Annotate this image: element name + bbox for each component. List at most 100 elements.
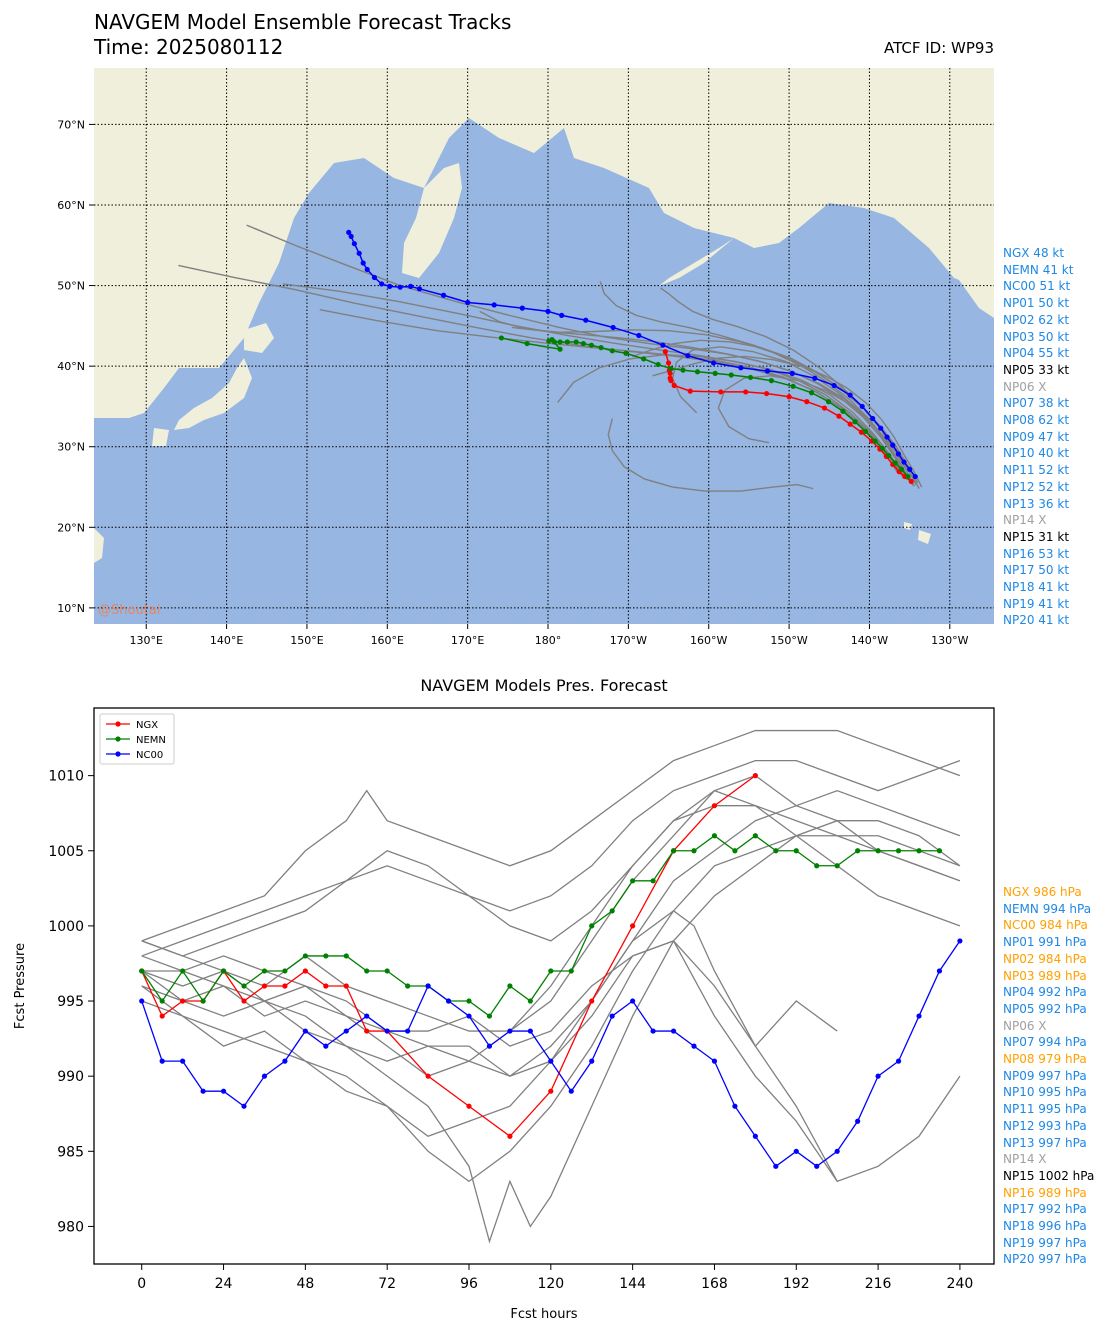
map-tracks bbox=[178, 224, 923, 492]
pres-label: NP03 989 hPa bbox=[1003, 968, 1087, 983]
pressure-point-nemn bbox=[691, 848, 697, 854]
track-nc00 bbox=[346, 229, 918, 480]
lon-tick-label: 130°E bbox=[130, 634, 163, 647]
pressure-point-ngx bbox=[343, 983, 349, 989]
pres-label: NP14 X bbox=[1003, 1152, 1047, 1167]
pressure-point-nc00 bbox=[752, 1133, 758, 1139]
pressure-point-nemn bbox=[180, 968, 186, 974]
track-point-nc00 bbox=[660, 342, 666, 348]
pressure-point-nemn bbox=[282, 968, 288, 974]
track-point-nc00 bbox=[907, 466, 913, 472]
pres-label: NP15 1002 hPa bbox=[1003, 1168, 1095, 1183]
wind-label: NP14 X bbox=[1003, 513, 1047, 528]
track-point-nc00 bbox=[831, 382, 837, 389]
pressure-point-nemn bbox=[507, 983, 513, 989]
track-point-nemn bbox=[790, 383, 796, 389]
track-point-nemn bbox=[641, 356, 647, 362]
track-point-nc00 bbox=[685, 353, 691, 359]
pressure-point-nc00 bbox=[548, 1058, 554, 1064]
track-point-ngx bbox=[847, 421, 853, 427]
track-map-svg bbox=[94, 68, 994, 624]
track-point-ngx bbox=[763, 390, 770, 397]
wind-label: NP06 X bbox=[1003, 379, 1047, 394]
wind-label: NP07 38 kt bbox=[1003, 396, 1070, 411]
track-point-nc00 bbox=[348, 233, 354, 240]
pressure-point-ngx bbox=[159, 1013, 165, 1019]
track-point-nemn bbox=[580, 340, 586, 347]
track-point-nc00 bbox=[636, 332, 642, 339]
x-tick-label: 0 bbox=[137, 1276, 146, 1292]
pres-label: NP11 995 hPa bbox=[1003, 1102, 1087, 1117]
pres-label: NP05 992 hPa bbox=[1003, 1001, 1087, 1016]
land-korea bbox=[122, 358, 149, 408]
map-tick-labels: 130°E 140°E 150°E 160°E 170°E 180° 170°W 160°W 1… bbox=[57, 118, 968, 647]
legend-marker bbox=[115, 751, 121, 757]
member-pressure-line bbox=[141, 910, 838, 1077]
pressure-point-nemn bbox=[159, 998, 165, 1004]
pressure-point-nemn bbox=[261, 968, 268, 974]
track-point-nemn bbox=[557, 339, 563, 345]
pressure-series bbox=[139, 729, 963, 1244]
pressure-point-ngx bbox=[466, 1103, 472, 1109]
track-point-nemn bbox=[680, 367, 686, 373]
pressure-point-nemn bbox=[384, 968, 390, 974]
pressure-point-ngx bbox=[711, 803, 718, 809]
track-point-ngx bbox=[786, 394, 792, 400]
track-nemn bbox=[498, 335, 911, 480]
land-taiwan bbox=[94, 528, 104, 563]
lon-tick-label: 160°E bbox=[371, 634, 404, 647]
track-point-ngx bbox=[718, 389, 724, 395]
track-point-nemn bbox=[872, 438, 878, 444]
pressure-point-nemn bbox=[834, 863, 840, 869]
pres-label: NP18 996 hPa bbox=[1003, 1219, 1087, 1234]
map-time: Time: 2025080112 bbox=[94, 35, 284, 59]
track-point-nemn bbox=[524, 340, 530, 347]
watermark: @Shoutai bbox=[98, 603, 161, 618]
x-tick-label: 48 bbox=[296, 1276, 314, 1292]
pres-label: NP04 992 hPa bbox=[1003, 985, 1087, 1000]
lon-tick-label: 160°W bbox=[690, 634, 727, 647]
legend-marker bbox=[115, 736, 121, 742]
track-point-nc00 bbox=[397, 284, 403, 290]
pressure-point-nc00 bbox=[139, 998, 145, 1004]
pressure-point-ngx bbox=[548, 1088, 554, 1094]
pressure-point-nemn bbox=[200, 998, 206, 1004]
track-point-nc00 bbox=[371, 274, 378, 281]
pressure-point-nc00 bbox=[630, 998, 636, 1004]
pressure-point-ngx bbox=[630, 923, 636, 929]
track-point-nc00 bbox=[416, 286, 423, 292]
track-point-nc00 bbox=[491, 302, 497, 308]
wind-label: NP15 31 kt bbox=[1003, 529, 1070, 544]
pressure-point-nc00 bbox=[650, 1028, 656, 1034]
y-tick-label: 1005 bbox=[48, 844, 84, 860]
pressure-point-nc00 bbox=[936, 968, 943, 974]
land-hawaii-2 bbox=[918, 530, 931, 544]
pressure-point-ngx bbox=[425, 1073, 431, 1079]
lon-tick-label: 180° bbox=[535, 634, 562, 647]
track-point-ngx bbox=[836, 413, 842, 419]
x-tick-label: 120 bbox=[537, 1276, 564, 1292]
track-point-nc00 bbox=[764, 368, 770, 374]
wind-label: NP01 50 kt bbox=[1003, 296, 1070, 311]
pressure-point-nc00 bbox=[323, 1043, 329, 1049]
pressure-point-nc00 bbox=[282, 1058, 288, 1064]
track-point-ngx bbox=[671, 382, 677, 389]
track-point-ngx bbox=[687, 388, 693, 394]
pres-label: NP13 997 hPa bbox=[1003, 1135, 1087, 1150]
pressure-point-nc00 bbox=[773, 1163, 779, 1169]
pressure-line-nc00 bbox=[141, 940, 961, 1168]
track-point-nc00 bbox=[379, 281, 385, 287]
wind-label: NP17 50 kt bbox=[1003, 563, 1070, 578]
member-track bbox=[479, 310, 912, 483]
land-honshu bbox=[174, 358, 252, 430]
track-point-nemn bbox=[668, 365, 674, 372]
pressure-point-nemn bbox=[936, 848, 943, 854]
track-point-nemn bbox=[892, 460, 898, 466]
pressure-chart: 0 24 48 72 96 120 144 168 192 216 240 980 985 990 995 1… bbox=[13, 707, 995, 1322]
track-point-ngx bbox=[665, 360, 672, 366]
land-kyushu bbox=[152, 428, 169, 446]
track-point-nc00 bbox=[738, 365, 744, 371]
land-hawaii-1 bbox=[904, 522, 912, 530]
pressure-point-nc00 bbox=[384, 1028, 390, 1034]
pres-label: NP17 992 hPa bbox=[1003, 1202, 1087, 1217]
